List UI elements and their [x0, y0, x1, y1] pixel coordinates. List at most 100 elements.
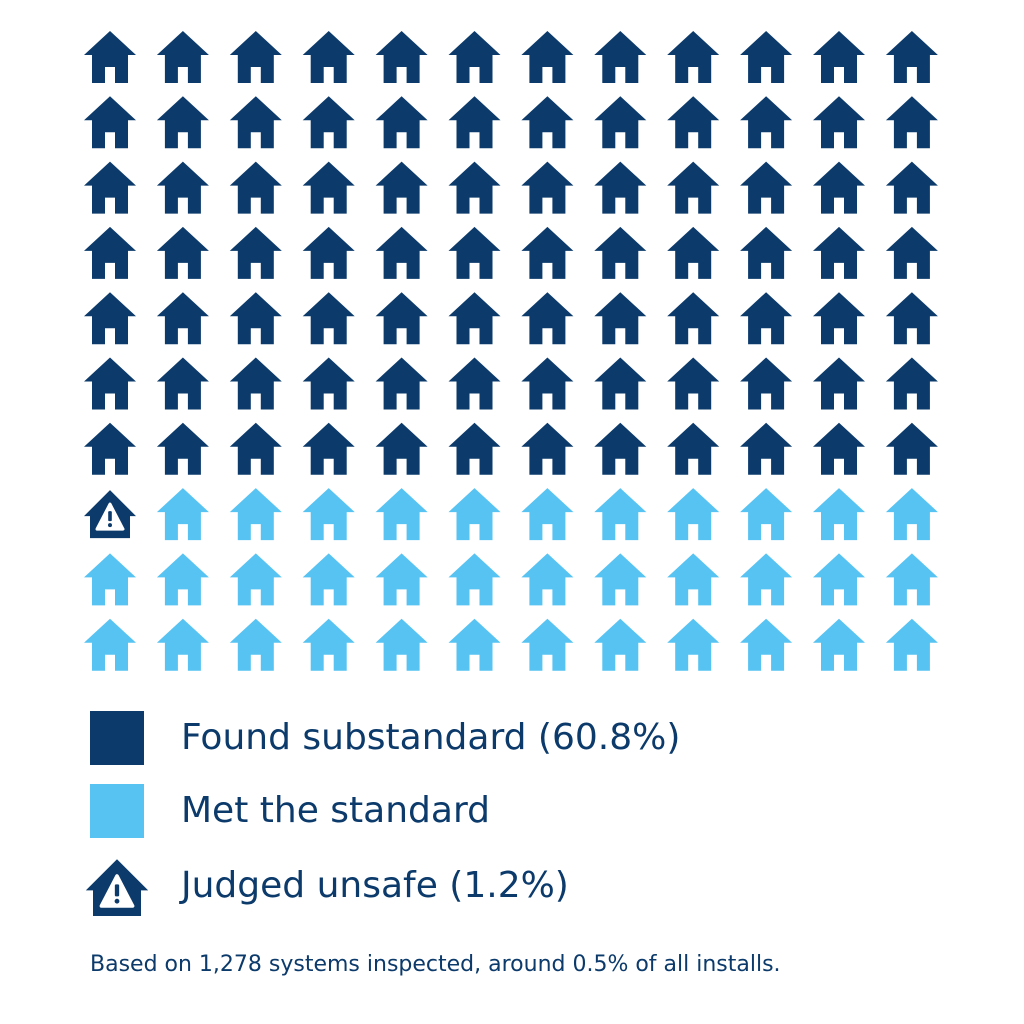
legend-warning-house-shape — [85, 859, 149, 916]
waffle-cell-house-icon — [375, 31, 428, 83]
waffle-cell-house-icon — [302, 422, 355, 475]
waffle-cell-house-icon — [594, 553, 647, 606]
waffle-cell-house-icon — [302, 488, 355, 541]
waffle-cell-house-icon — [229, 422, 282, 475]
legend-label-met-standard: Met the standard — [181, 790, 490, 831]
waffle-cell-house-icon — [521, 357, 574, 410]
waffle-cell-house-icon — [885, 422, 938, 475]
waffle-cell-house-icon — [740, 96, 793, 149]
waffle-cell-house-icon — [813, 422, 865, 475]
waffle-grid — [84, 31, 938, 671]
legend-item-met-standard: Met the standard — [85, 781, 985, 841]
waffle-cell-house-icon — [594, 618, 647, 671]
waffle-cell-house-icon — [156, 618, 209, 671]
waffle-cell-house-icon — [813, 161, 865, 214]
waffle-cell-house-icon — [667, 161, 720, 214]
waffle-cell-house-icon — [375, 618, 428, 671]
waffle-cell-house-icon — [667, 31, 720, 83]
waffle-cell-house-icon — [84, 618, 136, 671]
waffle-cell-house-icon — [302, 161, 355, 214]
waffle-cell-house-icon — [813, 357, 865, 410]
warning-house-icon — [85, 859, 149, 916]
waffle-cell-house-icon — [229, 292, 282, 345]
waffle-cell-house-icon — [740, 422, 793, 475]
waffle-cell-house-icon — [594, 161, 647, 214]
waffle-cell-house-icon — [448, 553, 501, 606]
waffle-cell-house-icon — [229, 357, 282, 410]
waffle-cell-house-icon — [740, 618, 793, 671]
waffle-cell-house-icon — [885, 96, 938, 149]
waffle-cell-house-icon — [302, 96, 355, 149]
waffle-cell-house-icon — [229, 226, 282, 279]
waffle-cell-house-icon — [229, 31, 282, 83]
waffle-cell-house-icon — [229, 553, 282, 606]
waffle-cell-house-icon — [302, 618, 355, 671]
waffle-cell-house-icon — [740, 553, 793, 606]
waffle-cell-house-icon — [667, 488, 720, 541]
waffle-cell-house-icon — [448, 161, 501, 214]
waffle-cell-house-icon — [448, 357, 501, 410]
waffle-cell-house-icon — [667, 357, 720, 410]
waffle-cell-house-icon — [84, 31, 136, 83]
waffle-cell-house-icon — [302, 31, 355, 83]
legend-item-unsafe: Judged unsafe (1.2%) — [85, 856, 985, 916]
waffle-cell-house-icon — [84, 96, 136, 149]
waffle-cell-house-icon — [156, 422, 209, 475]
waffle-cell-house-icon — [229, 96, 282, 149]
waffle-cell-house-icon — [156, 96, 209, 149]
waffle-cell-house-icon — [302, 553, 355, 606]
waffle-cell-house-icon — [375, 422, 428, 475]
waffle-cell-house-icon — [885, 161, 938, 214]
waffle-cell-house-icon — [885, 292, 938, 345]
waffle-cell-house-icon — [156, 357, 209, 410]
waffle-cell-house-icon — [740, 488, 793, 541]
waffle-cell-house-icon — [521, 422, 574, 475]
waffle-cell-house-icon — [448, 292, 501, 345]
waffle-cell-house-icon — [375, 161, 428, 214]
waffle-cell-house-icon — [667, 96, 720, 149]
waffle-cell-house-icon — [740, 292, 793, 345]
waffle-cell-house-icon — [594, 357, 647, 410]
waffle-cell-house-icon — [885, 357, 938, 410]
legend-warning-house-glyph — [85, 859, 149, 916]
waffle-cell-house-icon — [594, 226, 647, 279]
waffle-cell-warning-house-icon — [84, 490, 136, 539]
waffle-cell-house-icon — [375, 553, 428, 606]
waffle-cell-house-icon — [156, 292, 209, 345]
waffle-cell-house-icon — [813, 488, 865, 541]
waffle-cell-house-icon — [740, 226, 793, 279]
waffle-cell-house-icon — [740, 31, 793, 83]
waffle-cell-house-icon — [740, 357, 793, 410]
waffle-cell-house-icon — [813, 292, 865, 345]
waffle-cell-house-icon — [813, 96, 865, 149]
waffle-cell-house-icon — [521, 553, 574, 606]
waffle-cell-house-icon — [448, 226, 501, 279]
waffle-cell-house-icon — [667, 292, 720, 345]
waffle-cell-house-icon — [375, 357, 428, 410]
waffle-cell-house-icon — [740, 161, 793, 214]
waffle-cell-house-icon — [84, 422, 136, 475]
waffle-cell-house-icon — [813, 226, 865, 279]
waffle-cell-house-icon — [156, 226, 209, 279]
waffle-cell-house-icon — [375, 226, 428, 279]
waffle-cell-house-icon — [302, 226, 355, 279]
waffle-cell-house-icon — [229, 161, 282, 214]
waffle-cell-house-icon — [156, 553, 209, 606]
waffle-cell-house-icon — [375, 96, 428, 149]
waffle-cell-house-icon — [156, 161, 209, 214]
waffle-cell-house-icon — [521, 161, 574, 214]
legend-swatch-met-standard — [90, 784, 144, 838]
waffle-cell-house-icon — [885, 226, 938, 279]
waffle-cell-house-icon — [594, 488, 647, 541]
waffle-cell-house-icon — [521, 292, 574, 345]
waffle-cell-house-icon — [594, 422, 647, 475]
footnote: Based on 1,278 systems inspected, around… — [90, 952, 781, 977]
waffle-cell-house-icon — [885, 553, 938, 606]
waffle-cell-house-icon — [594, 292, 647, 345]
waffle-cell-house-icon — [84, 357, 136, 410]
waffle-cell-house-icon — [521, 31, 574, 83]
waffle-cell-house-icon — [594, 96, 647, 149]
waffle-cell-house-icon — [84, 161, 136, 214]
waffle-cell-house-icon — [156, 488, 209, 541]
legend-item-substandard: Found substandard (60.8%) — [85, 708, 985, 768]
